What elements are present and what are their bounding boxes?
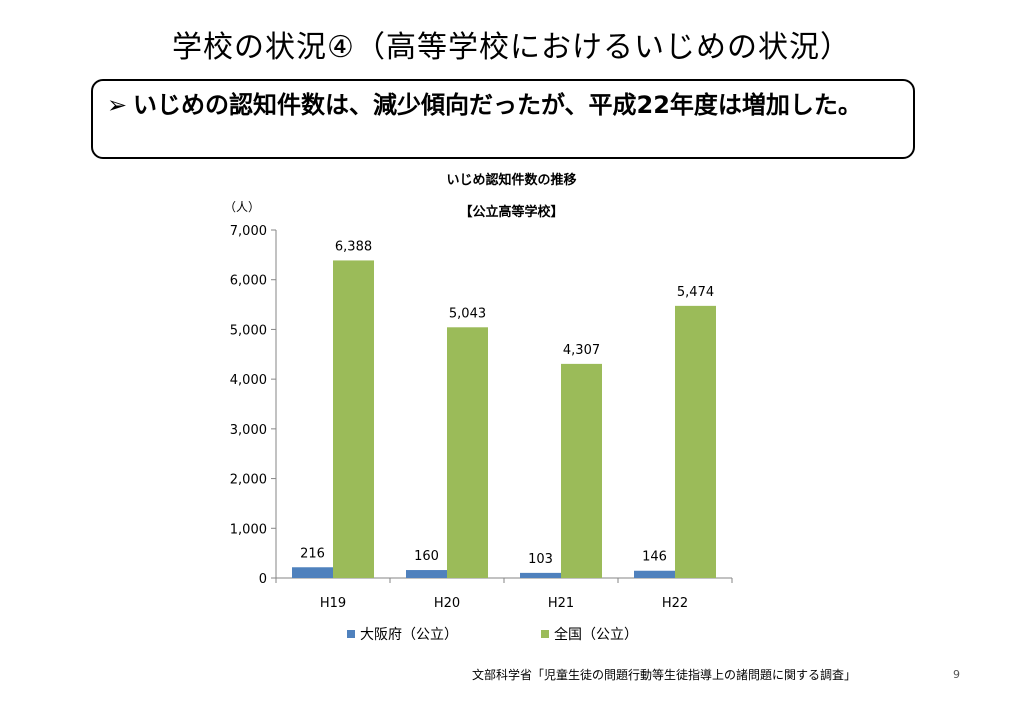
- legend-label-osaka: 大阪府（公立）: [360, 627, 458, 643]
- callout-text: いじめの認知件数は、減少傾向だったが、平成22年度は増加した。: [133, 91, 862, 119]
- data-label-osaka: 160: [414, 549, 439, 564]
- bar-national: [333, 260, 374, 578]
- y-tick-label: 2,000: [230, 473, 267, 488]
- bar-osaka: [520, 572, 561, 578]
- x-tick-label: H20: [434, 596, 460, 611]
- legend-label-national: 全国（公立）: [554, 627, 638, 643]
- slide-title: 学校の状況④（高等学校におけるいじめの状況）: [172, 30, 851, 65]
- data-label-osaka: 103: [528, 552, 553, 567]
- bar-national: [675, 305, 716, 578]
- y-tick-label: 1,000: [230, 522, 267, 537]
- data-label-national: 6,388: [335, 239, 372, 254]
- y-tick-label: 5,000: [230, 323, 267, 338]
- bar-osaka: [406, 570, 447, 578]
- bar-osaka: [292, 567, 333, 578]
- x-tick-label: H22: [662, 596, 688, 611]
- y-tick-label: 7,000: [230, 224, 267, 239]
- data-label-national: 4,307: [563, 343, 600, 358]
- data-label-osaka: 216: [300, 546, 325, 561]
- data-label-national: 5,043: [449, 306, 486, 321]
- legend-item-osaka: 大阪府（公立）: [347, 624, 458, 644]
- legend-item-national: 全国（公立）: [541, 624, 638, 644]
- x-tick-label: H21: [548, 596, 574, 611]
- data-label-national: 5,474: [677, 285, 714, 300]
- arrow-bullet-icon: ➢: [107, 91, 128, 119]
- legend-swatch-national: [541, 630, 549, 638]
- bar-national: [561, 363, 602, 578]
- bar-osaka: [634, 570, 675, 578]
- legend-swatch-osaka: [347, 630, 355, 638]
- y-tick-label: 6,000: [230, 274, 267, 289]
- bar-national: [447, 327, 488, 578]
- chart-title: いじめ認知件数の推移: [446, 173, 577, 188]
- callout-text-block: ➢ いじめの認知件数は、減少傾向だったが、平成22年度は増加した。: [107, 89, 897, 121]
- summary-callout: ➢ いじめの認知件数は、減少傾向だったが、平成22年度は増加した。: [91, 79, 915, 159]
- chart-subtitle: 【公立高等学校】: [459, 205, 564, 220]
- y-tick-label: 0: [259, 572, 267, 587]
- data-label-osaka: 146: [642, 550, 667, 565]
- source-citation: 文部科学省「児童生徒の問題行動等生徒指導上の諸問題に関する調査」: [472, 668, 857, 682]
- x-tick-label: H19: [320, 596, 346, 611]
- page-number: 9: [953, 668, 960, 681]
- y-unit-label: （人）: [224, 200, 261, 214]
- y-tick-label: 3,000: [230, 423, 267, 438]
- y-tick-label: 4,000: [230, 373, 267, 388]
- chart-legend: 大阪府（公立） 全国（公立）: [0, 624, 1023, 644]
